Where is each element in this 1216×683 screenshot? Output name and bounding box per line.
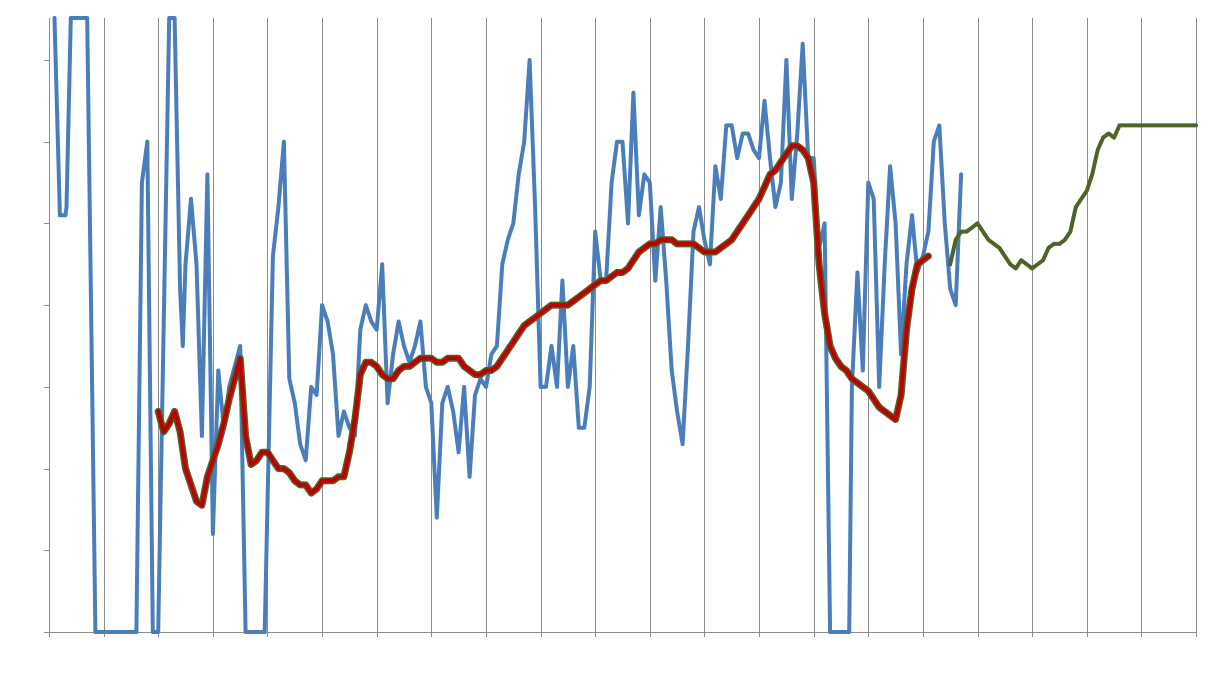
chart-axes [44,18,1197,637]
series-2-line [156,143,931,508]
series-0-line [52,16,964,634]
series-group [52,16,1198,634]
vertical-gridlines [49,18,1197,632]
series-1-line [948,123,1198,271]
